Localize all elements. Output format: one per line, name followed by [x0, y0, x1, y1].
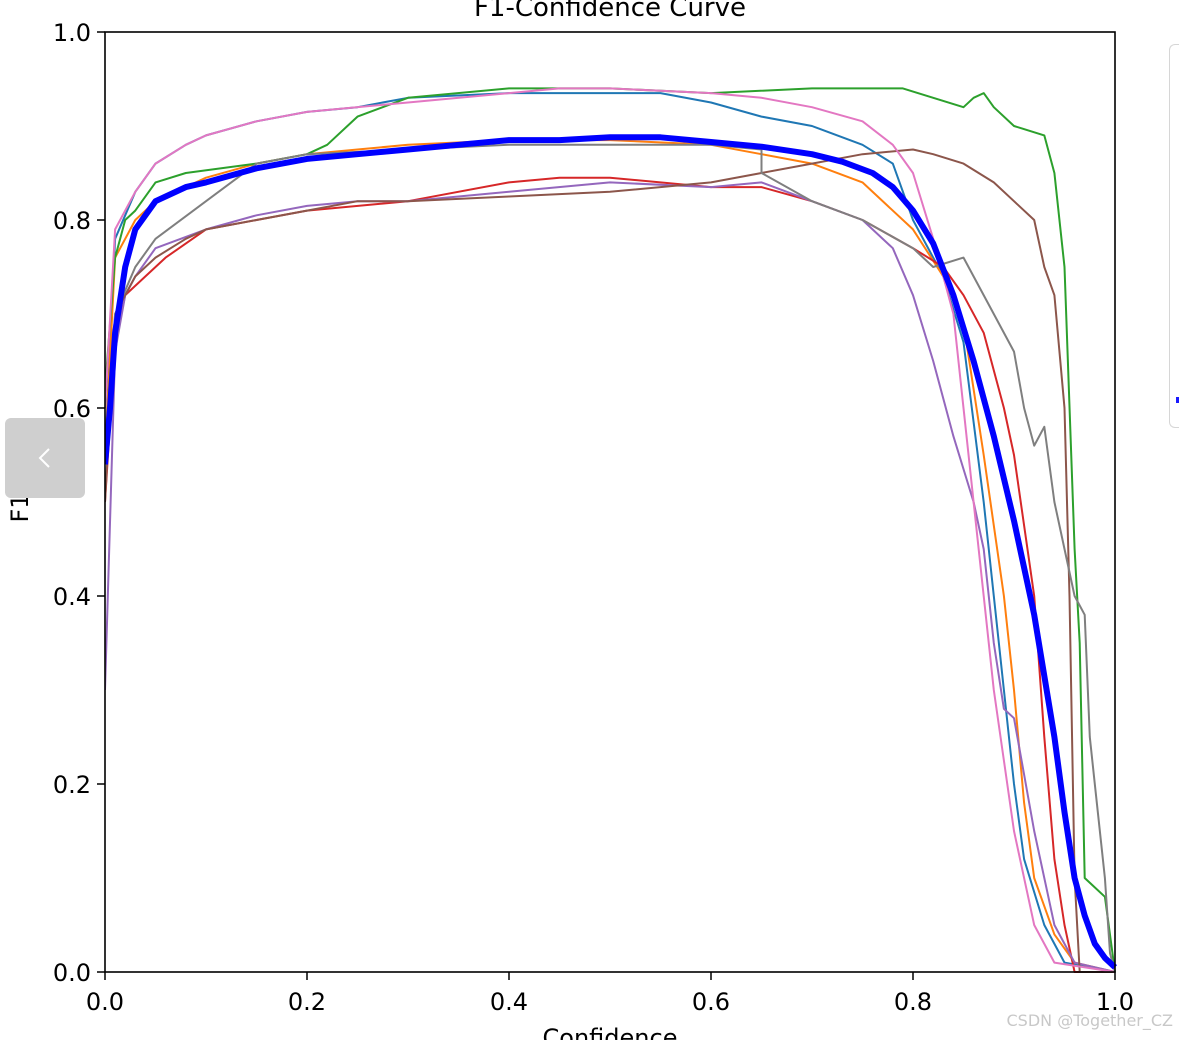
x-tick-label: 0.8	[894, 988, 932, 1016]
prev-image-button[interactable]	[5, 418, 85, 498]
series-line-8	[105, 143, 1116, 973]
chevron-left-icon	[38, 448, 50, 468]
x-axis-label: Confidence	[543, 1024, 678, 1040]
series-line-6	[105, 148, 1115, 973]
y-tick-label: 0.2	[53, 771, 91, 799]
legend-marker	[1176, 397, 1179, 403]
y-tick-label: 0.4	[53, 583, 91, 611]
y-tick-label: 1.0	[53, 19, 91, 47]
x-tick-label: 1.0	[1096, 988, 1134, 1016]
series-line-4	[105, 176, 1115, 973]
series-line-2	[105, 139, 1116, 973]
watermark-text: CSDN @Together_CZ	[1006, 1011, 1173, 1030]
aggregate-series-line	[105, 134, 1118, 970]
chart-title: F1-Confidence Curve	[474, 0, 746, 23]
series-line-3	[105, 87, 1116, 973]
y-axis-label: F1	[6, 493, 34, 522]
x-tick-label: 0.6	[692, 988, 730, 1016]
y-tick-label: 0.8	[53, 207, 91, 235]
series-line-1	[105, 92, 1116, 973]
x-tick-label: 0.4	[490, 988, 528, 1016]
series-layer	[105, 87, 1118, 973]
series-line-7	[105, 87, 1116, 973]
legend-box	[1169, 44, 1179, 428]
y-tick-label: 0.0	[53, 959, 91, 987]
x-tick-label: 0.2	[288, 988, 326, 1016]
series-line-5	[105, 181, 1116, 973]
axes-frame	[104, 31, 1116, 973]
x-tick-label: 0.0	[86, 988, 124, 1016]
ticks-layer: 0.0 0.2 0.4 0.6 0.8 1.00.00.20.40.60.81.0	[53, 19, 1134, 1016]
